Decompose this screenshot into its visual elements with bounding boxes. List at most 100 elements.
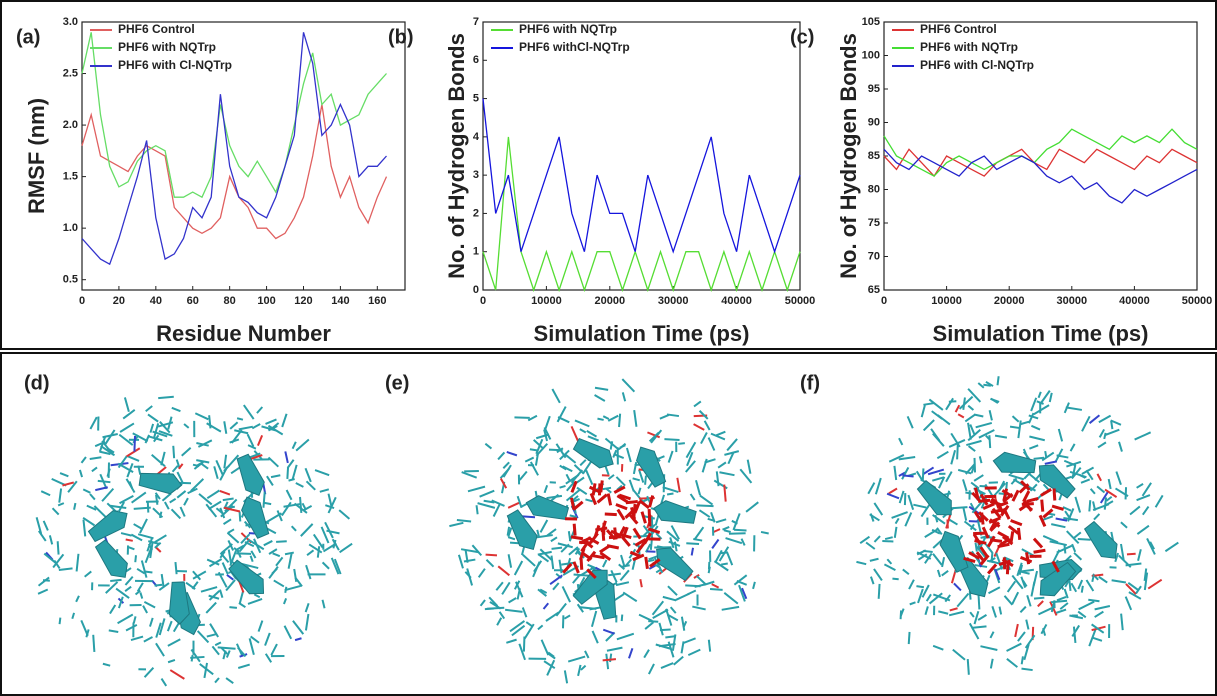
molecule-stick	[977, 614, 988, 621]
molecule-stick	[171, 406, 181, 413]
molecule-stick	[167, 416, 173, 430]
molecule-stick	[602, 658, 617, 662]
x-tick-label: 100	[257, 295, 275, 307]
molecule-stick	[155, 622, 162, 638]
molecule-stick	[89, 493, 96, 501]
molecule-stick	[683, 637, 696, 644]
molecule-stick	[534, 453, 539, 466]
ligand-stick	[616, 494, 629, 504]
molecule-stick	[48, 535, 54, 545]
molecule-stick	[704, 458, 716, 464]
molecule-stick	[308, 543, 323, 554]
molecule-stick	[551, 388, 561, 404]
molecule-stick	[220, 647, 228, 655]
molecule-stick	[637, 487, 642, 495]
molecule-stick	[130, 533, 143, 542]
molecule-stick	[952, 648, 966, 661]
molecule-stick	[998, 606, 1003, 615]
molecule-stick	[1110, 420, 1114, 430]
y-tick-label: 4	[473, 131, 480, 143]
molecule-stick	[645, 543, 652, 553]
molecule-stick	[648, 620, 659, 623]
molecule-stick	[1149, 541, 1155, 550]
molecule-ribbon	[635, 446, 667, 488]
molecule-stick	[994, 568, 1001, 581]
molecule-stick	[707, 639, 712, 652]
molecule-stick	[273, 579, 285, 588]
molecule-stick	[724, 450, 740, 456]
molecule-stick	[339, 542, 353, 554]
molecule-stick	[696, 504, 714, 508]
molecule-stick	[1037, 391, 1042, 399]
molecule-stick	[222, 518, 232, 525]
molecule-stick	[537, 550, 552, 556]
molecule-stick	[953, 582, 962, 592]
molecule-stick	[196, 630, 210, 644]
panel-label: (b)	[388, 26, 414, 48]
molecule-stick	[166, 620, 173, 632]
molecule-stick	[1146, 537, 1156, 555]
y-tick-label: 95	[868, 83, 880, 95]
molecule-stick	[1017, 569, 1030, 575]
molecule-stick	[1077, 537, 1091, 541]
molecule-stick	[867, 482, 876, 495]
molecule-stick	[591, 630, 599, 644]
molecule-stick	[52, 553, 65, 569]
molecule-stick	[484, 442, 493, 450]
molecule-stick	[196, 459, 210, 464]
molecule-stick	[1120, 543, 1125, 561]
molecule-stick	[285, 489, 293, 501]
molecule-stick	[257, 620, 264, 632]
molecule-stick	[132, 432, 149, 443]
molecule-stick	[524, 456, 535, 463]
molecule-stick	[540, 639, 550, 656]
molecule-stick	[1069, 614, 1084, 620]
molecule-stick	[715, 430, 726, 437]
molecule-stick	[535, 433, 550, 440]
molecule-stick	[1125, 562, 1142, 567]
molecule-stick	[75, 595, 80, 603]
molecule-stick	[463, 558, 476, 563]
molecule-stick	[721, 605, 740, 611]
molecule-stick	[1088, 598, 1100, 603]
molecule-stick	[1089, 488, 1096, 495]
ligand-stick	[1016, 527, 1022, 540]
molecule-stick	[125, 538, 133, 542]
molecule-stick	[267, 456, 280, 468]
molecule-stick	[559, 484, 566, 489]
molecule-stick	[1118, 441, 1123, 452]
data-line	[883, 148, 1198, 204]
molecule-stick	[102, 662, 111, 667]
molecule-stick	[1025, 619, 1030, 630]
ligand-stick	[1040, 488, 1052, 497]
molecule-stick	[936, 569, 942, 578]
legend-label: PHF6 Control	[118, 22, 195, 36]
molecule-stick	[707, 517, 716, 522]
molecule-stick	[698, 410, 709, 420]
legend-label: PHF6 with NQTrp	[920, 40, 1018, 54]
x-tick-label: 30000	[1057, 295, 1088, 307]
molecule-stick	[153, 434, 160, 443]
molecule-stick	[628, 479, 635, 492]
molecule-stick	[752, 581, 756, 590]
molecule-stick	[35, 517, 43, 535]
molecule-stick	[602, 486, 612, 491]
molecule-stick	[690, 547, 694, 556]
molecule-stick	[122, 409, 136, 420]
molecule-stick	[873, 535, 881, 543]
molecule-stick	[964, 413, 976, 423]
molecule-stick	[1128, 591, 1142, 600]
ligand-stick	[572, 561, 580, 574]
molecule-stick	[238, 538, 251, 553]
molecule-stick	[164, 501, 170, 510]
molecule-stick	[694, 526, 705, 540]
molecule-stick	[707, 566, 711, 574]
molecule-stick	[275, 556, 284, 567]
molecule-stick	[1092, 501, 1097, 511]
molecule-stick	[227, 549, 233, 564]
ligand-stick	[592, 554, 605, 560]
molecule-stick	[638, 613, 653, 622]
x-tick-label: 40000	[721, 295, 752, 307]
molecule-stick	[238, 425, 253, 431]
molecule-stick	[709, 587, 723, 591]
